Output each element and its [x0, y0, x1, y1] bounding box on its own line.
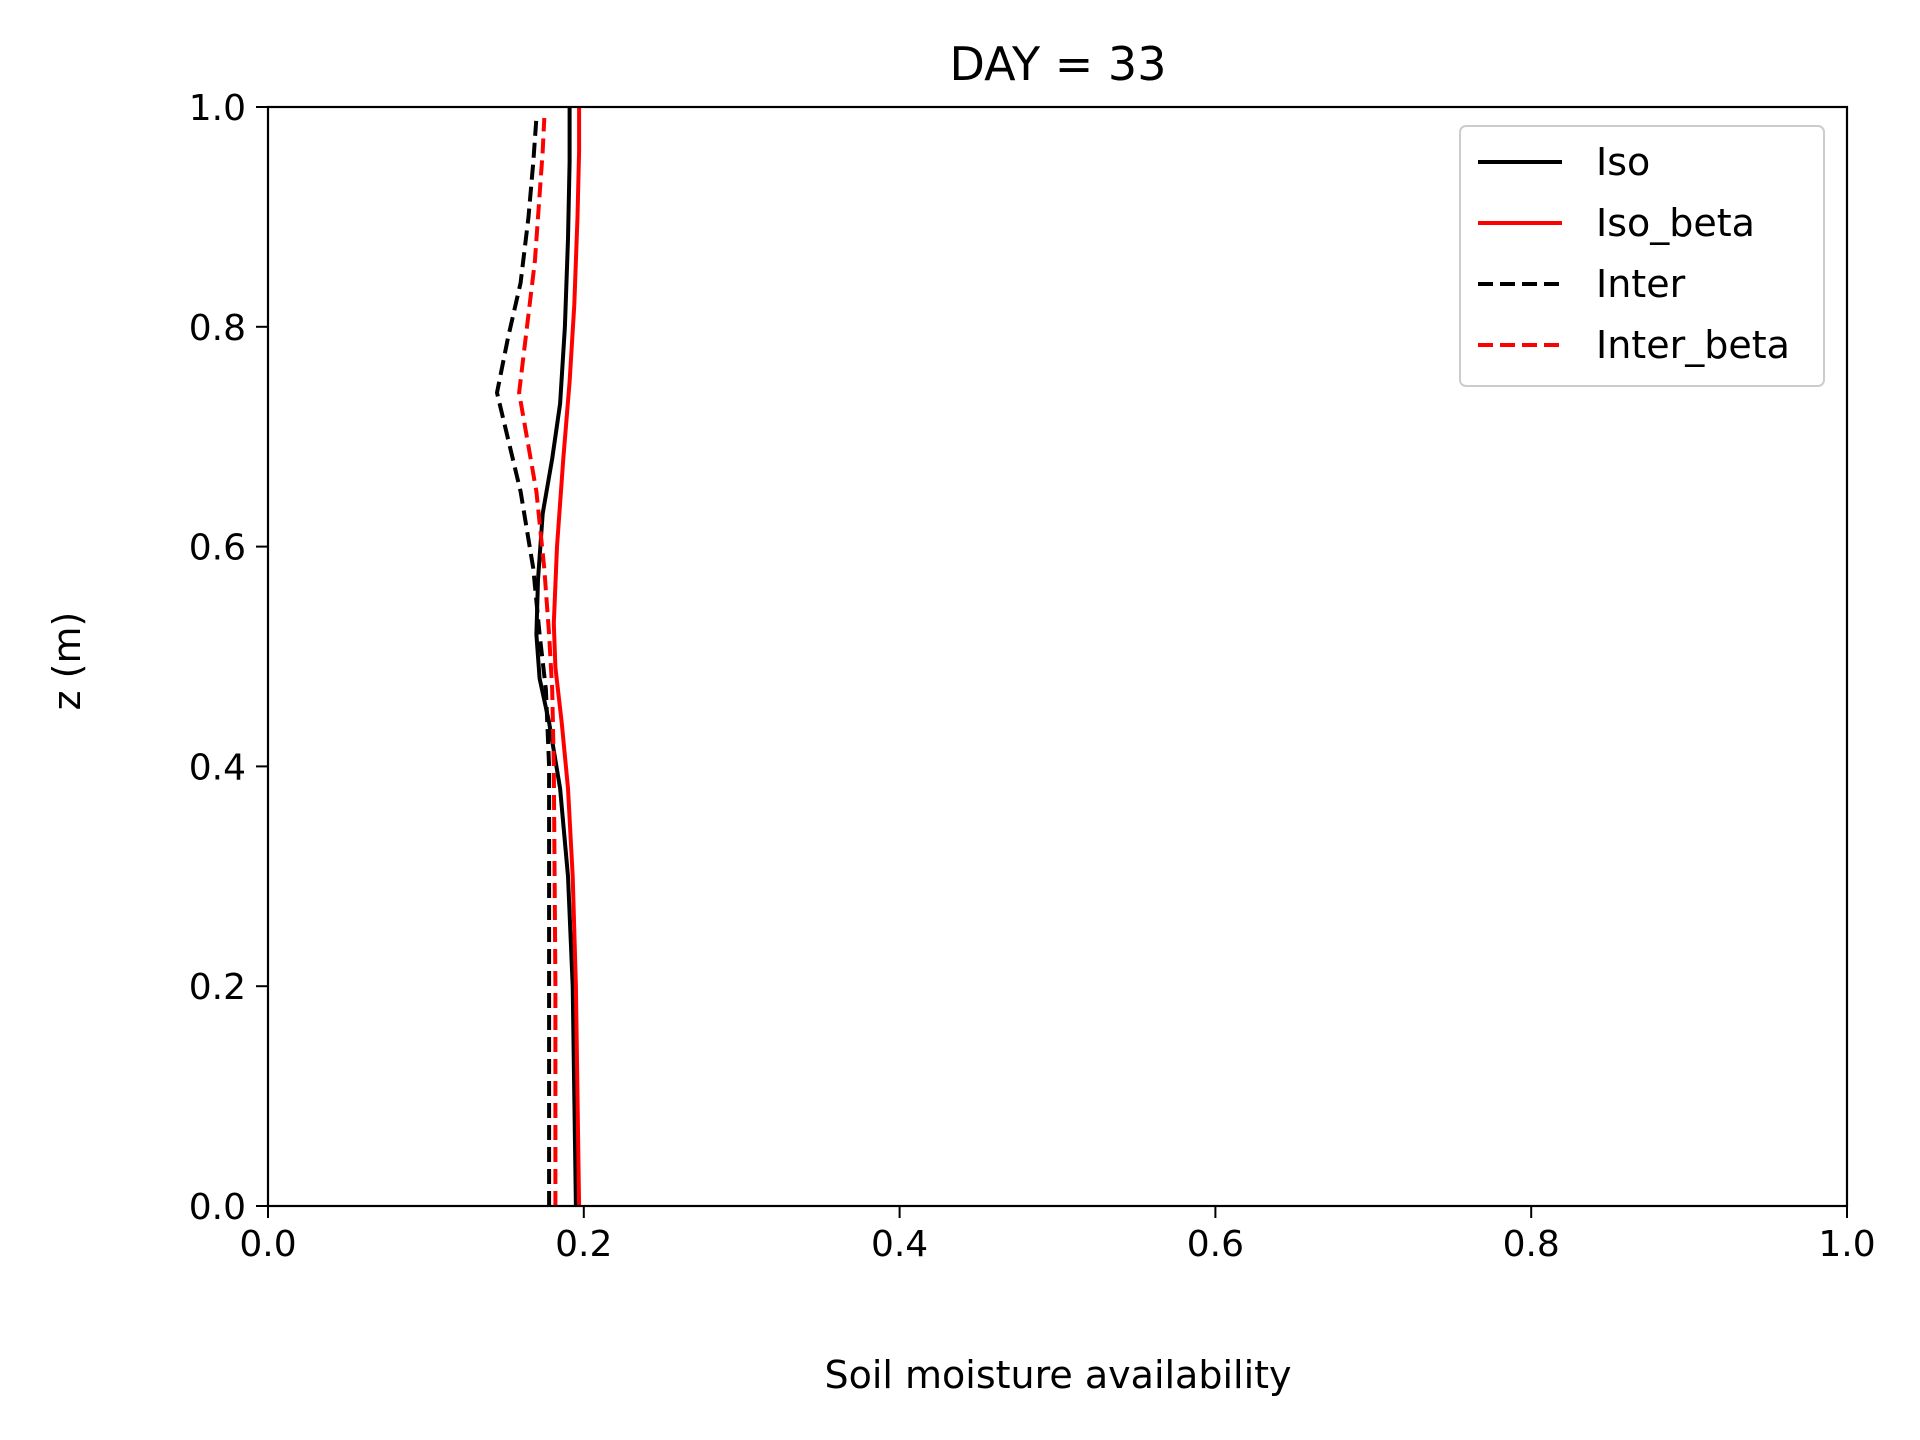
y-tick-label: 0.4	[189, 747, 246, 788]
x-tick-label: 0.8	[1503, 1224, 1560, 1265]
y-tick-label: 0.2	[189, 967, 246, 1008]
y-tick-label: 0.6	[189, 528, 246, 569]
x-tick-label: 1.0	[1818, 1224, 1875, 1265]
series-line-iso-beta	[551, 107, 582, 1207]
y-axis-label: z (m)	[45, 612, 89, 711]
legend-label: Iso_beta	[1596, 201, 1755, 245]
legend-label: Inter	[1596, 262, 1686, 306]
y-tick-label: 1.0	[189, 88, 246, 129]
x-tick-label: 0.0	[239, 1224, 296, 1265]
y-tick-label: 0.8	[189, 308, 246, 349]
x-axis-label: Soil moisture availability	[824, 1353, 1291, 1397]
x-tick-label: 0.4	[871, 1224, 928, 1265]
plot-frame	[266, 105, 1849, 1208]
chart-title: DAY = 33	[950, 37, 1167, 91]
y-tick-label: 0.0	[189, 1187, 246, 1228]
series-line-inter	[495, 117, 552, 1206]
legend: Iso Iso_beta Inter Inter_beta	[1459, 125, 1825, 387]
legend-box	[1459, 125, 1825, 387]
series-line-inter-beta	[517, 117, 558, 1206]
legend-label: Inter_beta	[1596, 323, 1790, 367]
axes: 0.0 0.2 0.4 0.6 0.8 1.0 0.0 0.2 0.4 0.6 0.8 1.0	[189, 88, 1876, 1265]
plot-area	[495, 107, 582, 1207]
x-tick-label: 0.6	[1187, 1224, 1244, 1265]
x-tick-label: 0.2	[555, 1224, 612, 1265]
legend-label: Iso	[1596, 140, 1650, 184]
